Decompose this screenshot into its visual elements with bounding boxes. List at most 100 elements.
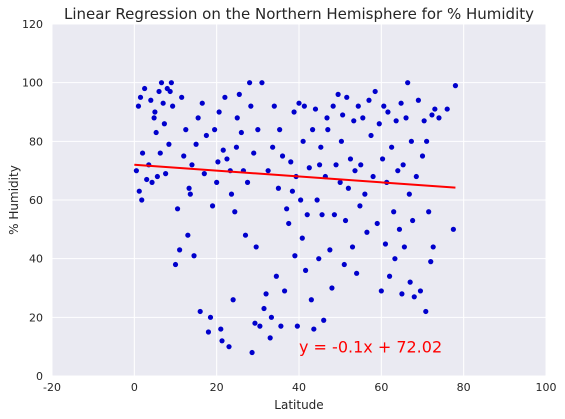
data-point bbox=[324, 115, 330, 121]
data-point bbox=[160, 100, 166, 106]
data-point bbox=[195, 115, 201, 121]
data-point bbox=[207, 314, 214, 320]
data-point bbox=[179, 94, 185, 100]
data-point bbox=[248, 103, 254, 109]
data-point bbox=[325, 127, 331, 133]
data-point bbox=[255, 127, 261, 133]
x-tick-labels: -20 0 20 40 60 80 100 bbox=[43, 381, 556, 394]
data-point bbox=[301, 103, 307, 109]
data-point bbox=[205, 329, 212, 335]
data-point bbox=[136, 188, 142, 194]
data-point bbox=[338, 138, 345, 144]
data-point bbox=[407, 279, 413, 285]
data-point bbox=[382, 241, 389, 247]
data-point bbox=[153, 129, 159, 136]
y-tick-label: 120 bbox=[22, 18, 43, 31]
data-point bbox=[391, 209, 397, 215]
data-point bbox=[219, 338, 225, 344]
data-point bbox=[429, 112, 435, 118]
data-point bbox=[415, 97, 421, 103]
data-point bbox=[268, 314, 275, 320]
x-tick-label: 80 bbox=[457, 381, 471, 394]
x-tick-label: 40 bbox=[292, 381, 306, 394]
regression-equation: y = -0.1x + 72.02 bbox=[299, 338, 442, 357]
y-tick-label: 100 bbox=[22, 77, 43, 90]
y-tick-label: 20 bbox=[29, 311, 43, 324]
y-tick-label: 60 bbox=[29, 194, 43, 207]
data-point bbox=[349, 244, 356, 250]
data-point bbox=[403, 115, 409, 121]
x-tick-label: 20 bbox=[210, 381, 224, 394]
data-point bbox=[149, 179, 155, 185]
data-point bbox=[236, 91, 242, 97]
data-point bbox=[347, 156, 354, 162]
data-point bbox=[329, 285, 335, 291]
data-point bbox=[364, 229, 370, 235]
data-point bbox=[450, 226, 456, 232]
data-point bbox=[209, 203, 216, 209]
data-point bbox=[151, 115, 157, 121]
data-point bbox=[249, 349, 255, 356]
data-point bbox=[355, 103, 361, 109]
data-point bbox=[311, 326, 317, 332]
data-point bbox=[199, 100, 205, 106]
data-point bbox=[228, 191, 235, 197]
data-point bbox=[362, 191, 368, 197]
data-point bbox=[292, 253, 298, 259]
data-point bbox=[242, 232, 249, 238]
data-point bbox=[197, 308, 203, 315]
data-point bbox=[216, 109, 222, 115]
data-point bbox=[232, 209, 238, 215]
data-point bbox=[294, 323, 300, 329]
data-point bbox=[302, 267, 309, 273]
data-point bbox=[257, 323, 263, 329]
data-point bbox=[337, 179, 343, 185]
data-point bbox=[396, 226, 403, 232]
data-point bbox=[306, 165, 312, 171]
data-point bbox=[271, 103, 277, 109]
y-tick-labels: 0 20 40 60 80 100 120 bbox=[22, 18, 43, 383]
data-point bbox=[408, 138, 414, 144]
data-point bbox=[191, 253, 197, 259]
data-point bbox=[139, 197, 145, 203]
data-point bbox=[251, 150, 257, 156]
data-point bbox=[400, 162, 406, 168]
data-point bbox=[372, 88, 378, 95]
x-tick-label: 100 bbox=[536, 381, 557, 394]
data-point bbox=[224, 156, 230, 162]
data-point bbox=[389, 144, 395, 150]
data-point bbox=[378, 288, 384, 294]
data-point bbox=[222, 94, 228, 100]
data-point bbox=[174, 206, 181, 212]
data-point bbox=[312, 106, 319, 112]
data-point bbox=[187, 191, 193, 197]
data-point bbox=[170, 103, 176, 109]
y-tick-label: 0 bbox=[36, 370, 43, 383]
data-point bbox=[360, 115, 366, 121]
data-point bbox=[330, 103, 336, 109]
x-tick-label: 60 bbox=[374, 381, 388, 394]
data-point bbox=[154, 173, 160, 180]
data-point bbox=[148, 97, 154, 103]
data-point bbox=[252, 320, 258, 326]
data-point bbox=[352, 168, 358, 174]
data-point bbox=[203, 132, 209, 139]
data-point bbox=[333, 162, 339, 168]
data-point bbox=[259, 80, 265, 86]
data-point bbox=[452, 83, 459, 89]
data-point bbox=[168, 80, 174, 86]
data-point bbox=[419, 153, 426, 159]
data-point bbox=[444, 106, 450, 112]
data-point bbox=[278, 323, 284, 329]
data-point bbox=[201, 171, 207, 177]
data-point bbox=[430, 244, 436, 250]
data-point bbox=[163, 171, 169, 177]
data-point bbox=[214, 179, 220, 185]
data-point bbox=[399, 291, 405, 297]
y-tick-label: 40 bbox=[29, 253, 43, 266]
data-point bbox=[288, 159, 294, 165]
data-point bbox=[421, 118, 427, 124]
data-point bbox=[161, 121, 167, 127]
data-point bbox=[183, 127, 189, 133]
data-point bbox=[366, 97, 372, 103]
